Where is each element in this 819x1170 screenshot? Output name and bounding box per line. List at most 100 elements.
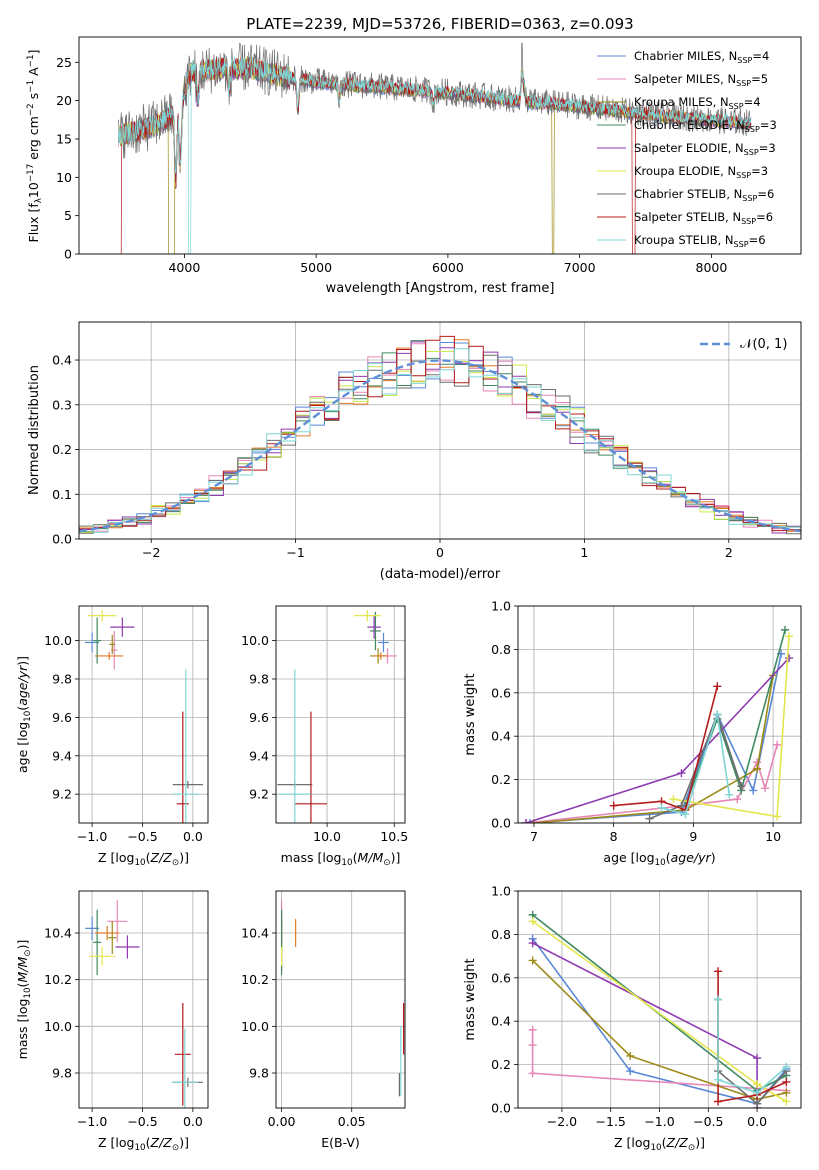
legend: 𝒩(0, 1) xyxy=(700,337,787,352)
x-tick-label: 0.0 xyxy=(183,1114,203,1129)
x-tick-label: −1.0 xyxy=(644,1114,674,1129)
y-tick-label: 0.6 xyxy=(491,970,511,985)
weight-marker xyxy=(645,814,654,823)
errorbar-point xyxy=(353,609,381,622)
weight-line xyxy=(532,959,787,1101)
y-tick-label: 10.0 xyxy=(44,1019,72,1034)
y-tick-label: 0.2 xyxy=(491,772,511,787)
mass-vs-ebv-panel: 0.00 0.05 9.8 10.0 10.2 10.4 E(B-V) xyxy=(241,890,406,1150)
y-tick-label: 9.2 xyxy=(249,787,269,802)
weight-marker xyxy=(713,710,722,719)
x-tick-label: −2.0 xyxy=(547,1114,577,1129)
plot-area xyxy=(528,910,791,1108)
spectrum-line xyxy=(118,56,752,254)
axes-frame xyxy=(78,321,802,540)
legend-entry: Kroupa MILES, NSSP​=4 xyxy=(634,95,761,111)
weight-line xyxy=(649,712,742,820)
weight-marker xyxy=(714,1075,723,1084)
weight-marker xyxy=(753,1088,762,1097)
weight-line xyxy=(613,686,719,812)
y-tick-label: 10 xyxy=(56,170,72,185)
x-tick-label: 6000 xyxy=(432,260,464,275)
weight-marker xyxy=(626,1067,635,1076)
weight-marker xyxy=(609,801,618,810)
weight-marker xyxy=(753,1080,762,1089)
x-tick-label: 10.5 xyxy=(380,829,408,844)
y-tick-label: 10.2 xyxy=(241,972,269,987)
weight-marker xyxy=(714,967,723,976)
weight-line xyxy=(532,942,758,1108)
weight-marker xyxy=(714,1097,723,1106)
weight-marker xyxy=(782,1077,791,1086)
axes: −2 −1 0 1 2 0.0 0.1 0.2 0.3 0.4 (data-model)/error… xyxy=(27,321,802,582)
weight-marker xyxy=(737,782,746,791)
weight-line xyxy=(529,653,782,823)
errorbar-point xyxy=(93,909,102,975)
weight-marker xyxy=(785,632,794,641)
x-tick-label: 0.0 xyxy=(183,829,203,844)
weight-line xyxy=(717,999,787,1094)
weight-marker xyxy=(677,769,686,778)
weight-marker xyxy=(528,1041,537,1050)
weight-marker xyxy=(753,1054,762,1063)
x-axis-label: E(B-V) xyxy=(321,1135,360,1150)
x-axis-label: age [log10​(age/yr) xyxy=(603,850,715,868)
massweight-vs-age-panel: 7 8 9 10 0.0 0.2 0.4 0.6 0.8 1.0 age [log10​(age/y… xyxy=(463,599,802,868)
plot-area xyxy=(281,900,405,1097)
x-tick-label: 9 xyxy=(689,829,697,844)
errorbar-point xyxy=(294,711,328,823)
errorbar-point xyxy=(172,780,203,789)
axes-frame xyxy=(275,605,406,824)
x-tick-label: −0.5 xyxy=(693,1114,723,1129)
errorbar-point xyxy=(378,632,389,653)
x-tick-label: −0.5 xyxy=(127,1114,157,1129)
y-tick-label: 10.4 xyxy=(44,926,72,941)
x-tick-label: 2 xyxy=(725,545,733,560)
y-tick-label: 0.2 xyxy=(52,442,72,457)
weight-line xyxy=(533,675,774,823)
weight-marker xyxy=(528,917,537,926)
x-tick-label: 7000 xyxy=(564,260,596,275)
y-tick-label: 9.8 xyxy=(249,1066,269,1081)
y-tick-label: 0.1 xyxy=(52,487,72,502)
weight-marker xyxy=(725,790,734,799)
plot-area xyxy=(85,609,203,823)
axes: 4000 5000 6000 7000 8000 0 5 10 15 20 25 wavelength… xyxy=(26,36,802,296)
axes: −1.0 −0.5 0.0 9.2 9.4 9.6 9.8 10.0 Z [log10​(Z/Z… xyxy=(15,605,209,868)
legend-entry: Salpeter ELODIE, NSSP​=3 xyxy=(634,141,776,157)
x-tick-label: 5000 xyxy=(300,260,332,275)
weight-line xyxy=(525,657,790,823)
plot-area xyxy=(118,42,752,254)
errorbar-point xyxy=(109,634,116,655)
weight-marker xyxy=(782,1088,791,1097)
weight-marker xyxy=(657,803,666,812)
plot-area xyxy=(521,625,794,823)
legend-entry: Chabrier STELIB, NSSP​=6 xyxy=(634,187,774,203)
weight-marker xyxy=(528,956,537,965)
errorbar-point xyxy=(108,921,117,954)
errorbar-point xyxy=(278,669,311,823)
x-axis-label: Z [log10​(Z/Z⊙​)] xyxy=(98,1135,189,1153)
plot-area xyxy=(79,335,801,535)
y-axis-label: Flux [fλ​10−17​ erg cm−2​ s−1​ A−1​] xyxy=(26,50,44,243)
axes: 10.0 10.5 9.2 9.4 9.6 9.8 10.0 mass [log10​(M/M… xyxy=(241,605,408,868)
errorbar-point xyxy=(172,669,199,823)
y-tick-label: 9.8 xyxy=(249,671,269,686)
errorbar-point xyxy=(176,711,189,823)
errorbar-point xyxy=(171,1028,198,1108)
axes-frame xyxy=(78,605,209,824)
y-tick-label: 0.0 xyxy=(491,816,511,831)
weight-marker xyxy=(528,939,537,948)
legend-entry: Kroupa ELODIE, NSSP​=3 xyxy=(634,164,768,180)
y-tick-label: 9.4 xyxy=(249,748,269,763)
errorbar-point xyxy=(89,947,116,966)
x-tick-label: 0.0 xyxy=(747,1114,767,1129)
x-tick-label: −1.0 xyxy=(77,1114,107,1129)
y-tick-label: 0.0 xyxy=(491,1101,511,1116)
y-tick-label: 10.0 xyxy=(241,633,269,648)
x-axis-label: (data-model)/error xyxy=(380,567,501,582)
weight-marker xyxy=(782,1062,791,1071)
y-tick-label: 25 xyxy=(56,55,72,70)
x-tick-label: 1 xyxy=(580,545,588,560)
